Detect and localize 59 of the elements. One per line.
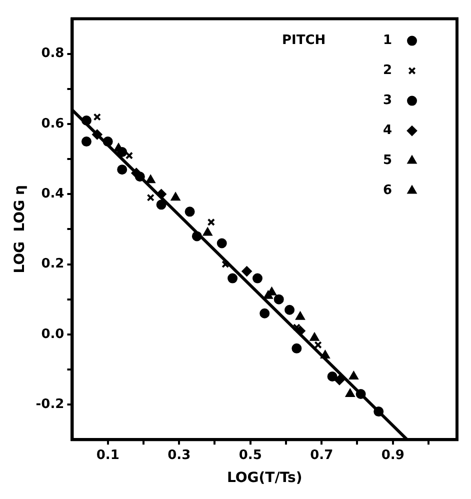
point <box>274 294 284 304</box>
x-tick-label: 0.7 <box>310 448 334 463</box>
point <box>134 172 145 182</box>
point <box>207 218 215 226</box>
point <box>117 164 128 175</box>
point <box>125 152 134 160</box>
point <box>314 341 322 349</box>
point <box>264 290 273 299</box>
point <box>310 332 319 341</box>
point <box>349 371 358 380</box>
legend-label: 4 <box>382 123 392 138</box>
point <box>356 389 366 400</box>
y-tick-label: 0.6 <box>41 116 64 132</box>
legend-label: 2 <box>382 63 392 78</box>
point <box>346 389 355 398</box>
y-tick-label: 0.8 <box>41 46 64 62</box>
point <box>146 175 156 184</box>
point <box>146 194 154 202</box>
point <box>327 371 338 382</box>
point <box>93 113 101 121</box>
y-tick-label: -0.2 <box>36 396 64 412</box>
x-tick-label: 0.9 <box>381 448 404 463</box>
point <box>374 406 384 417</box>
point <box>156 189 166 200</box>
point <box>171 192 180 201</box>
point <box>296 312 305 320</box>
y-tick-label: 0.0 <box>41 326 64 342</box>
point <box>81 115 92 126</box>
point <box>320 350 330 358</box>
point <box>284 304 295 315</box>
point <box>156 200 166 210</box>
legend-label: 5 <box>382 153 392 168</box>
point <box>242 266 252 276</box>
point <box>292 343 302 354</box>
point <box>228 273 238 284</box>
point <box>102 136 113 147</box>
y-tick-label: 0.4 <box>41 186 64 202</box>
y-tick-label: 0.2 <box>41 256 64 272</box>
point <box>222 260 230 268</box>
point <box>92 130 102 140</box>
point <box>184 206 195 217</box>
x-tick-label: 0.3 <box>168 448 191 463</box>
point <box>192 231 202 242</box>
point <box>117 147 128 158</box>
x-tick-label: 0.1 <box>96 448 120 463</box>
x-tick-label: 0.5 <box>238 448 262 463</box>
point <box>81 136 92 147</box>
legend-label: 6 <box>382 183 392 198</box>
point <box>292 324 301 332</box>
point <box>260 308 270 318</box>
point <box>203 228 212 236</box>
point <box>334 374 344 385</box>
point <box>252 273 262 284</box>
legend-label: 1 <box>382 33 392 48</box>
legend-title: PITCH <box>282 33 326 48</box>
legend-label: 3 <box>382 93 392 108</box>
y-axis-title: LOG LOG η <box>12 185 28 274</box>
x-axis-title: LOG(T/Ts) <box>226 470 302 486</box>
point <box>216 238 227 248</box>
